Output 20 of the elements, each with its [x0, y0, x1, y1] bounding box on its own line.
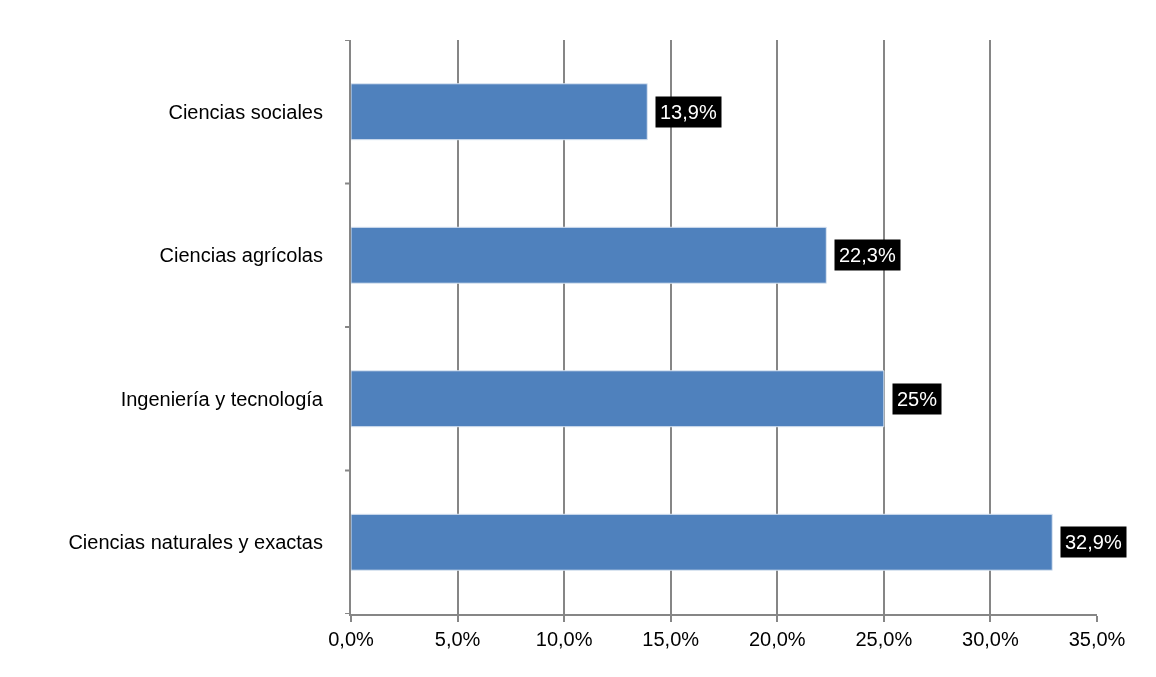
x-tick-label: 5,0%	[434, 628, 481, 650]
data-label: 22,3%	[839, 244, 896, 266]
y-tick-label: Ingeniería y tecnología	[120, 387, 324, 410]
bar	[351, 226, 827, 284]
x-tick-label: 10,0%	[535, 628, 593, 650]
x-tick-label: 20,0%	[748, 628, 806, 650]
x-tick-label: 25,0%	[855, 628, 913, 650]
x-tick-label: 30,0%	[962, 628, 1019, 650]
x-tick-label: 15,0%	[642, 628, 700, 650]
y-tick-label: Ciencias agrícolas	[159, 244, 323, 267]
y-tick-label: Ciencias naturales y exactas	[68, 531, 323, 554]
data-label: 32,9%	[1065, 531, 1122, 553]
x-tick-label: 0,0%	[328, 628, 375, 650]
data-label: 25%	[897, 388, 938, 410]
bar	[351, 513, 1053, 571]
data-label: 13,9%	[660, 101, 717, 123]
x-tick-label: 35,0%	[1068, 628, 1126, 650]
bar	[351, 83, 648, 141]
y-tick-label: Ciencias sociales	[168, 100, 323, 123]
bar	[351, 370, 885, 428]
